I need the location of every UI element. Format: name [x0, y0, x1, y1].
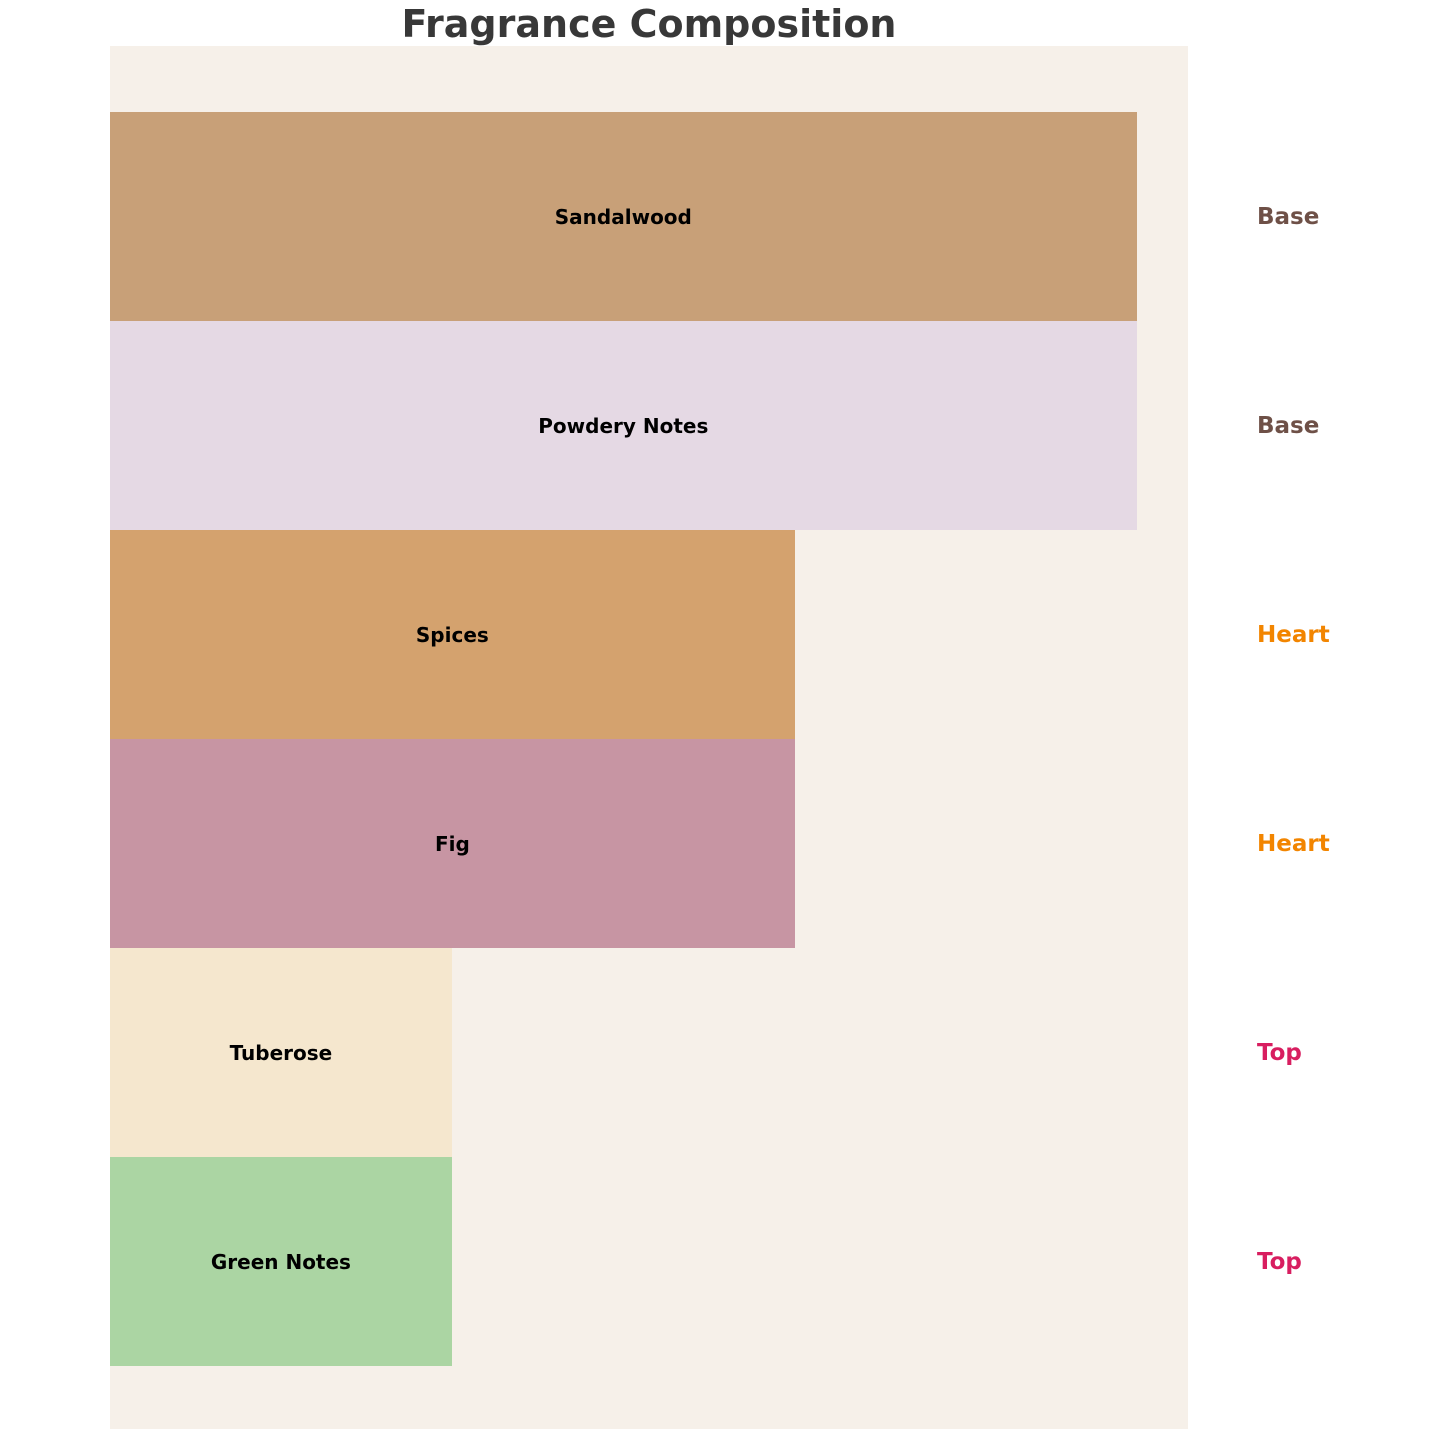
- group-label-column: Base Base Heart Heart Top Top: [1188, 46, 1440, 1429]
- bar-fig: Fig: [110, 739, 795, 948]
- plot-area: Sandalwood Powdery Notes Spices Fig Tuberose…: [110, 46, 1188, 1429]
- group-row: Heart: [1188, 739, 1440, 948]
- group-row: Top: [1188, 1157, 1440, 1366]
- bar-row: Green Notes: [110, 1157, 1188, 1366]
- bar-label: Tuberose: [229, 1040, 333, 1065]
- group-row: Base: [1188, 321, 1440, 530]
- bar-powdery-notes: Powdery Notes: [110, 321, 1137, 530]
- bar-row: Sandalwood: [110, 112, 1188, 321]
- bar-label: Sandalwood: [554, 204, 692, 229]
- bar-row: Fig: [110, 739, 1188, 948]
- bar-tuberose: Tuberose: [110, 948, 452, 1157]
- chart-title: Fragrance Composition: [401, 2, 897, 46]
- bar-label: Green Notes: [210, 1249, 351, 1274]
- bar-green-notes: Green Notes: [110, 1157, 452, 1366]
- bar-row: Tuberose: [110, 948, 1188, 1157]
- group-label-base: Base: [1257, 412, 1320, 439]
- group-row: Heart: [1188, 530, 1440, 739]
- group-row: Top: [1188, 948, 1440, 1157]
- bar-label: Fig: [434, 831, 470, 856]
- bar-label: Spices: [415, 622, 489, 647]
- bar-label: Powdery Notes: [538, 413, 709, 438]
- bar-row: Powdery Notes: [110, 321, 1188, 530]
- bar-series: Sandalwood Powdery Notes Spices Fig Tuberose…: [110, 112, 1188, 1366]
- group-label-heart: Heart: [1257, 621, 1330, 648]
- group-label-top: Top: [1257, 1039, 1302, 1066]
- group-label-heart: Heart: [1257, 830, 1330, 857]
- bar-row: Spices: [110, 530, 1188, 739]
- bar-sandalwood: Sandalwood: [110, 112, 1137, 321]
- group-label-rows: Base Base Heart Heart Top Top: [1188, 112, 1440, 1366]
- group-label-base: Base: [1257, 203, 1320, 230]
- group-row: Base: [1188, 112, 1440, 321]
- bar-spices: Spices: [110, 530, 795, 739]
- group-label-top: Top: [1257, 1248, 1302, 1275]
